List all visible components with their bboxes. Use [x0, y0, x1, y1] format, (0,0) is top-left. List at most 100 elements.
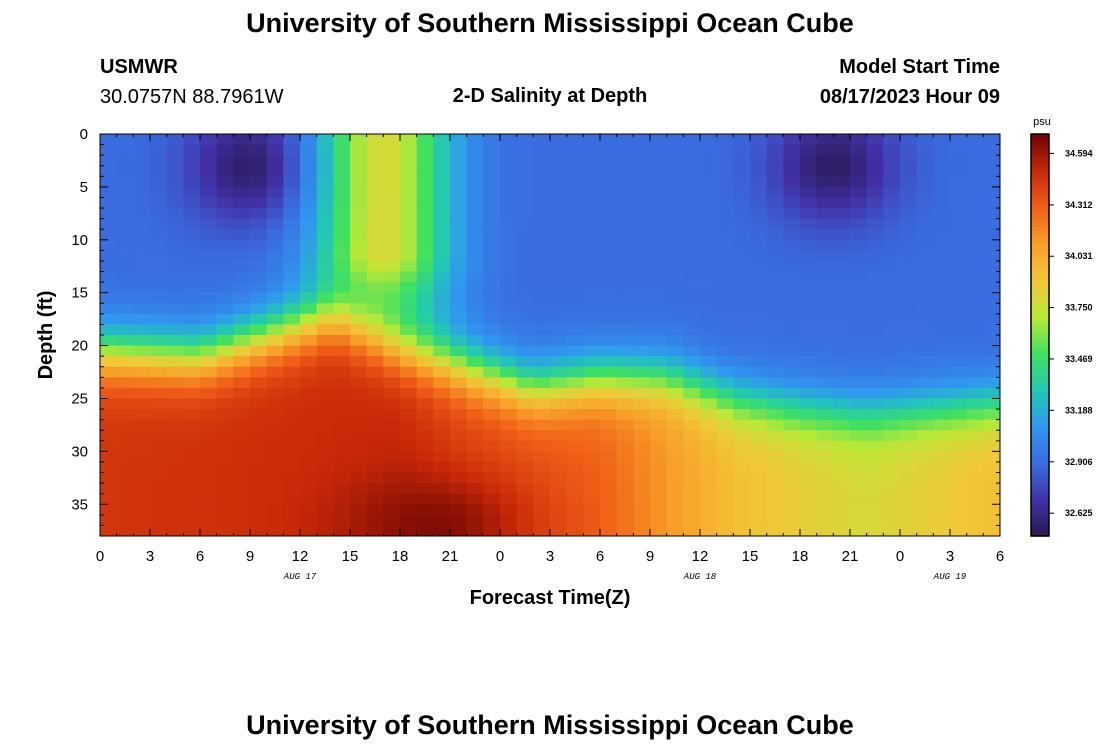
heatmap-cell	[933, 260, 951, 273]
colorbar-tick-label: 34.594	[1065, 148, 1093, 158]
heatmap-cell	[350, 303, 368, 315]
heatmap-cell	[650, 514, 668, 527]
heatmap-cell	[166, 155, 184, 167]
heatmap-cell	[233, 335, 251, 347]
heatmap-cell	[783, 197, 801, 209]
heatmap-cell	[100, 419, 118, 431]
heatmap-cell	[300, 250, 318, 262]
heatmap-cell	[200, 345, 218, 357]
heatmap-cell	[600, 303, 618, 315]
heatmap-cell	[950, 451, 968, 463]
heatmap-cell	[833, 324, 851, 336]
heatmap-cell	[366, 440, 384, 452]
colorbar-tick-label: 33.750	[1065, 303, 1093, 313]
heatmap-cell	[800, 472, 818, 484]
heatmap-cell	[783, 472, 801, 484]
heatmap-cell	[916, 345, 934, 357]
colorbar-segment	[1031, 487, 1049, 493]
heatmap-cell	[883, 451, 901, 463]
heatmap-cell	[733, 313, 751, 326]
heatmap-cell	[583, 271, 601, 283]
heatmap-cell	[466, 387, 484, 400]
heatmap-cell	[150, 366, 168, 378]
heatmap-cell	[816, 271, 834, 283]
colorbar-segment	[1031, 286, 1049, 292]
heatmap-cell	[666, 366, 684, 378]
heatmap-cell	[766, 155, 784, 167]
heatmap-cell	[150, 504, 168, 516]
heatmap-cell	[816, 525, 834, 536]
heatmap-cell	[750, 165, 768, 177]
heatmap-cell	[316, 208, 334, 220]
heatmap-cell	[466, 229, 484, 241]
heatmap-cell	[583, 430, 601, 442]
heatmap-cell	[166, 324, 184, 336]
heatmap-cell	[433, 451, 451, 463]
heatmap-cell	[816, 303, 834, 315]
heatmap-cell	[316, 483, 334, 495]
heatmap-cell	[733, 419, 751, 431]
heatmap-cell	[900, 303, 918, 315]
heatmap-cell	[183, 250, 201, 262]
heatmap-cell	[783, 282, 801, 294]
heatmap-cell	[516, 409, 534, 421]
heatmap-cell	[466, 409, 484, 421]
heatmap-cell	[616, 186, 634, 199]
heatmap-cell	[600, 387, 618, 400]
heatmap-cell	[300, 186, 318, 199]
heatmap-cell	[650, 472, 668, 484]
heatmap-cell	[350, 197, 368, 209]
heatmap-cell	[900, 377, 918, 389]
heatmap-cell	[216, 419, 234, 431]
heatmap-cell	[683, 197, 701, 209]
heatmap-cell	[533, 440, 551, 452]
heatmap-cell	[200, 229, 218, 241]
heatmap-cell	[433, 461, 451, 474]
heatmap-cell	[800, 292, 818, 304]
heatmap-cell	[300, 483, 318, 495]
heatmap-cell	[916, 303, 934, 315]
heatmap-cell	[350, 377, 368, 389]
heatmap-cell	[466, 134, 484, 146]
heatmap-cell	[716, 387, 734, 400]
heatmap-cell	[966, 451, 984, 463]
heatmap-cell	[633, 303, 651, 315]
heatmap-cell	[516, 303, 534, 315]
heatmap-cell	[333, 335, 351, 347]
colorbar-segment	[1031, 355, 1049, 360]
heatmap-cell	[433, 440, 451, 452]
heatmap-cell	[850, 345, 868, 357]
heatmap-cell	[233, 377, 251, 389]
heatmap-cell	[583, 313, 601, 326]
heatmap-cell	[300, 504, 318, 516]
heatmap-cell	[400, 165, 418, 177]
date-label: AUG 17	[283, 572, 317, 582]
heatmap-cell	[100, 398, 118, 410]
heatmap-cell	[933, 239, 951, 251]
heatmap-cell	[350, 218, 368, 230]
heatmap-cell	[933, 303, 951, 315]
heatmap-cell	[450, 483, 468, 495]
heatmap-cell	[983, 218, 1000, 230]
heatmap-cell	[883, 366, 901, 378]
heatmap-cell	[733, 345, 751, 357]
heatmap-cell	[333, 229, 351, 241]
heatmap-cell	[716, 292, 734, 304]
heatmap-cell	[816, 356, 834, 368]
heatmap-cell	[266, 260, 284, 273]
heatmap-cell	[250, 186, 268, 199]
heatmap-cell	[533, 430, 551, 442]
heatmap-cell	[566, 313, 584, 326]
heatmap-cell	[283, 313, 301, 326]
heatmap-cell	[633, 229, 651, 241]
heatmap-cell	[566, 398, 584, 410]
heatmap-cell	[833, 229, 851, 241]
heatmap-cell	[616, 208, 634, 220]
heatmap-cell	[166, 472, 184, 484]
heatmap-cell	[366, 292, 384, 304]
heatmap-cell	[833, 208, 851, 220]
heatmap-cell	[833, 218, 851, 230]
heatmap-cell	[433, 525, 451, 536]
heatmap-cell	[600, 250, 618, 262]
heatmap-cell	[316, 282, 334, 294]
